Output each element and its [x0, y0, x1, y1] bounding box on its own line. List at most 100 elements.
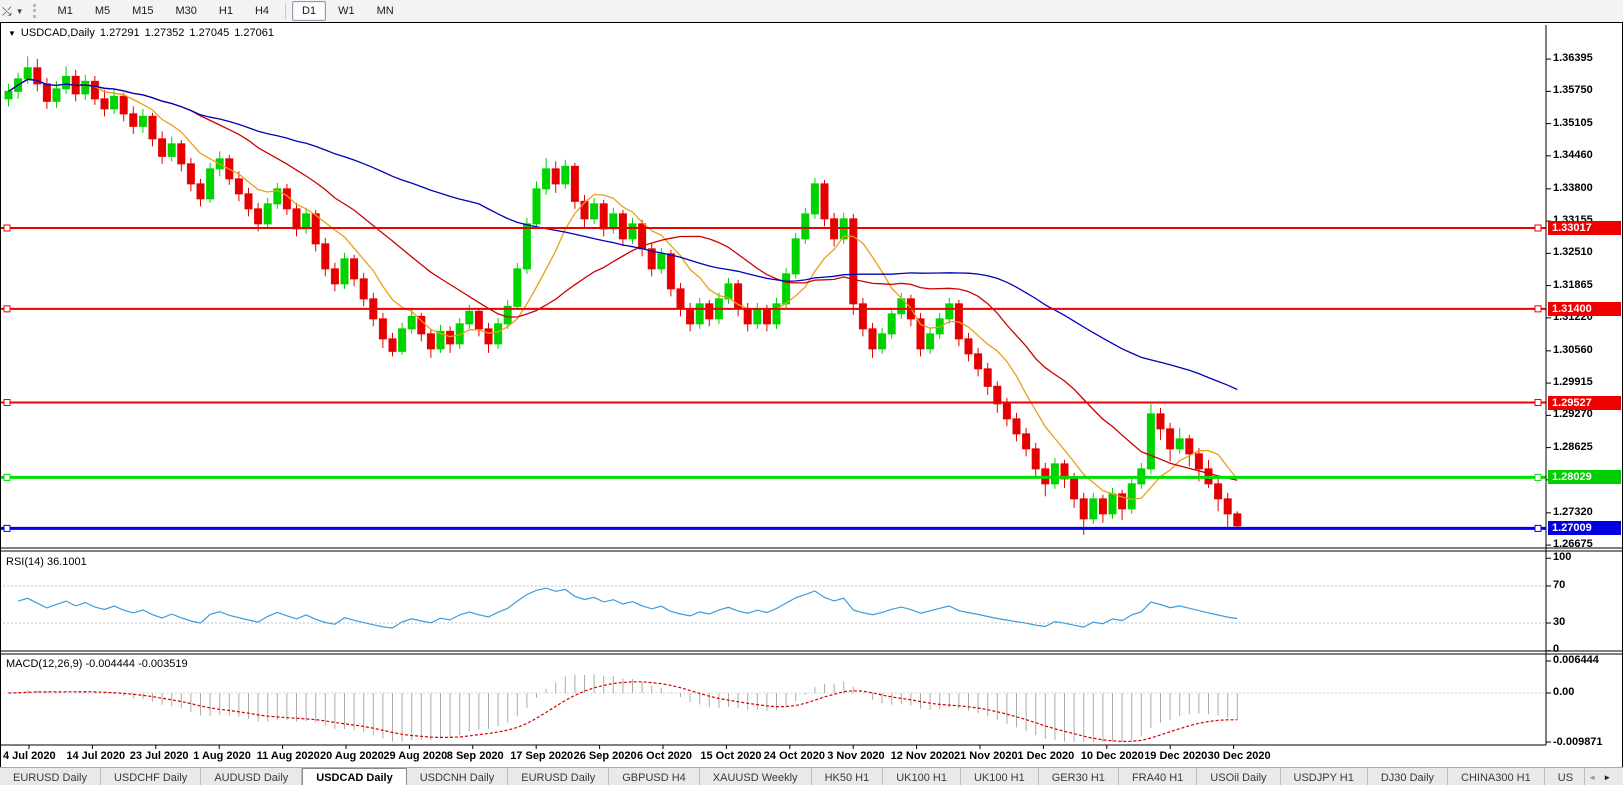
- candle-body: [340, 258, 349, 285]
- ohlc-close: 1.27061: [234, 27, 274, 39]
- chart-tab-xauusd-weekly[interactable]: XAUUSD Weekly: [700, 768, 812, 785]
- candle-body: [1002, 403, 1011, 420]
- candle-body: [90, 80, 99, 100]
- macd-axis-tick: -0.009871: [1553, 736, 1603, 748]
- candle-body: [273, 188, 282, 205]
- candle-body: [1185, 438, 1194, 455]
- chart-tab-usdchf-daily[interactable]: USDCHF Daily: [101, 768, 202, 785]
- chart-tab-partial[interactable]: US: [1545, 768, 1585, 785]
- candle-body: [1214, 483, 1223, 500]
- candle-body: [350, 258, 359, 280]
- level-handle[interactable]: [1534, 305, 1542, 313]
- candle-body: [254, 208, 263, 225]
- timeframe-button-w1[interactable]: W1: [338, 5, 355, 17]
- symbol-period-label: USDCAD,Daily: [20, 27, 95, 39]
- macd-axis-tick: 0.006444: [1553, 653, 1599, 666]
- macd-signal-line: [8, 681, 1238, 743]
- candle-body: [666, 253, 675, 290]
- chart-tab-usoil-daily[interactable]: USOil Daily: [1197, 768, 1281, 785]
- timeframe-button-m1[interactable]: M1: [57, 5, 73, 17]
- timeframe-button-m30[interactable]: M30: [175, 5, 197, 17]
- chart-menu-icon[interactable]: ▼: [8, 28, 16, 38]
- chart-tab-usdjpy-h1[interactable]: USDJPY H1: [1281, 768, 1368, 785]
- level-handle[interactable]: [3, 399, 11, 406]
- candle-body: [686, 308, 695, 325]
- price-chart-canvas[interactable]: [1, 23, 1622, 767]
- candle-body: [1233, 513, 1242, 527]
- price-axis-tick: 1.29915: [1553, 376, 1593, 389]
- price-axis-tick: 1.35105: [1553, 116, 1593, 129]
- macd-indicator-label: MACD(12,26,9) -0.004444 -0.003519: [6, 658, 188, 670]
- candle-body: [522, 223, 531, 270]
- date-axis-label: 1 Aug 2020: [193, 750, 251, 762]
- level-handle[interactable]: [1534, 224, 1542, 232]
- candle-body: [455, 323, 464, 345]
- candle-body: [561, 165, 570, 185]
- candle-body: [1127, 483, 1136, 510]
- chart-tab-uk100-h1[interactable]: UK100 H1: [961, 768, 1039, 785]
- level-handle[interactable]: [1534, 473, 1542, 481]
- level-handle[interactable]: [3, 305, 11, 313]
- candle-body: [1012, 418, 1021, 435]
- candle-body: [186, 163, 195, 185]
- timeframe-button-d1[interactable]: D1: [292, 1, 327, 21]
- chart-tab-fra40-h1[interactable]: FRA40 H1: [1119, 768, 1198, 785]
- candle-body: [292, 208, 301, 230]
- level-handle[interactable]: [1534, 524, 1542, 532]
- chart-tab-dj30-daily[interactable]: DJ30 Daily: [1368, 768, 1449, 785]
- candle-body: [782, 273, 791, 305]
- candle-body: [129, 113, 138, 127]
- date-axis-label: 23 Jul 2020: [129, 750, 189, 762]
- chart-tab-hk50-h1[interactable]: HK50 H1: [812, 768, 884, 785]
- chart-tab-usdcad-daily[interactable]: USDCAD Daily: [302, 768, 407, 785]
- date-axis-label: 14 Jul 2020: [66, 750, 126, 762]
- candle-body: [494, 323, 503, 345]
- chart-tab-usdcnh-daily[interactable]: USDCNH Daily: [407, 768, 509, 785]
- cursor-tool-icon[interactable]: ⤯ ▼: [2, 5, 24, 17]
- candle-body: [62, 75, 71, 90]
- candle-body: [484, 328, 493, 345]
- chart-tab-china300-h1[interactable]: CHINA300 H1: [1448, 768, 1545, 785]
- candle-body: [446, 330, 455, 345]
- candle-body: [753, 308, 762, 325]
- candle-body: [570, 165, 579, 202]
- candle-body: [1108, 493, 1117, 515]
- candle-body: [1194, 453, 1203, 470]
- timeframe-button-mn[interactable]: MN: [376, 5, 394, 17]
- candle-body: [1031, 448, 1040, 470]
- chart-tab-eurusd-daily[interactable]: EURUSD Daily: [0, 768, 101, 785]
- chart-tab-eurusd-daily[interactable]: EURUSD Daily: [508, 768, 610, 785]
- candle-body: [302, 213, 311, 230]
- tab-scroll-right-icon[interactable]: ►: [1603, 772, 1612, 782]
- chart-tab-gbpusd-h4[interactable]: GBPUSD H4: [609, 768, 700, 785]
- toolbar-separator: [285, 3, 287, 19]
- candle-body: [465, 310, 474, 325]
- tab-scroll-left-icon[interactable]: ◄: [1588, 772, 1597, 782]
- candle-body: [1070, 478, 1079, 500]
- candle-body: [1022, 433, 1031, 450]
- candle-body: [1166, 428, 1175, 450]
- chart-tab-ger30-h1[interactable]: GER30 H1: [1039, 768, 1119, 785]
- toolbar-grip[interactable]: [32, 4, 40, 18]
- level-handle[interactable]: [3, 224, 11, 232]
- timeframe-button-m5[interactable]: M5: [94, 5, 111, 17]
- chart-tab-uk100-h1[interactable]: UK100 H1: [883, 768, 961, 785]
- timeframe-button-h1[interactable]: H1: [218, 5, 233, 17]
- price-axis-tick: 1.27320: [1553, 505, 1593, 518]
- candle-body: [1223, 498, 1232, 515]
- candle-body: [1175, 438, 1184, 450]
- level-handle[interactable]: [3, 473, 11, 481]
- date-axis-label: 21 Nov 2020: [954, 750, 1018, 762]
- timeframe-button-m15[interactable]: M15: [132, 5, 154, 17]
- price-axis-tick: 1.28625: [1553, 440, 1593, 453]
- rsi-axis-tick: 0: [1553, 642, 1560, 655]
- candle-body: [801, 213, 810, 240]
- level-handle[interactable]: [3, 524, 11, 532]
- level-handle[interactable]: [1534, 399, 1542, 406]
- candle-body: [772, 303, 781, 325]
- candle-body: [791, 238, 800, 275]
- chart-tab-audusd-daily[interactable]: AUDUSD Daily: [201, 768, 303, 785]
- timeframe-button-h4[interactable]: H4: [254, 5, 270, 17]
- candle-body: [1146, 413, 1155, 470]
